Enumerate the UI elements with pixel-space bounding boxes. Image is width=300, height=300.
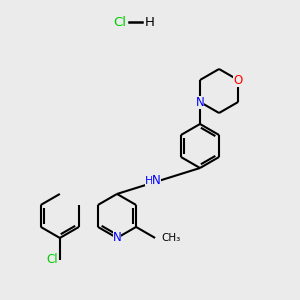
- Text: CH₃: CH₃: [161, 233, 180, 243]
- Text: H: H: [145, 176, 154, 186]
- Text: Cl: Cl: [113, 16, 127, 28]
- Text: H: H: [145, 16, 155, 28]
- Text: N: N: [196, 95, 204, 109]
- Text: N: N: [112, 231, 122, 244]
- Text: Cl: Cl: [46, 254, 58, 266]
- Text: O: O: [233, 74, 243, 86]
- Text: N: N: [152, 175, 161, 188]
